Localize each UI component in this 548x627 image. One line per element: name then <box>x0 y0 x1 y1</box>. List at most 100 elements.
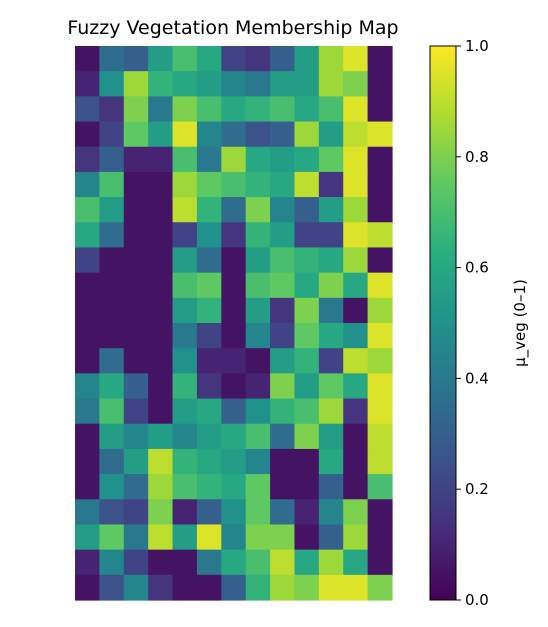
heatmap-cell <box>343 197 369 223</box>
heatmap-cell <box>123 323 149 349</box>
heatmap-cell <box>196 323 222 349</box>
heatmap-cell <box>318 474 344 500</box>
heatmap-cell <box>99 448 125 475</box>
heatmap-cell <box>294 222 320 249</box>
heatmap-cell <box>343 348 369 374</box>
heatmap-cell <box>245 197 271 223</box>
heatmap-cell <box>245 398 271 425</box>
heatmap-cell <box>148 348 174 374</box>
heatmap-cell <box>99 474 125 500</box>
heatmap-cell <box>270 474 296 500</box>
heatmap-cell <box>221 171 247 198</box>
heatmap-cell <box>294 247 320 274</box>
heatmap-cell <box>196 474 222 500</box>
heatmap-cell <box>294 197 320 223</box>
heatmap-cell <box>318 549 344 576</box>
heatmap-cell <box>294 549 320 576</box>
heatmap-cell <box>75 46 100 72</box>
heatmap-cell <box>245 297 271 324</box>
heatmap-cell <box>318 348 344 374</box>
heatmap-cell <box>270 222 296 249</box>
heatmap-cell <box>148 499 174 526</box>
heatmap-cell <box>367 499 393 526</box>
heatmap-cell <box>99 524 125 551</box>
heatmap-cell <box>75 272 100 299</box>
colorbar-tick-label: 0.8 <box>465 148 489 166</box>
colorbar-tick-label: 0.6 <box>465 259 489 277</box>
heatmap-cell <box>221 549 247 576</box>
heatmap-cell <box>172 71 198 97</box>
heatmap-cell <box>99 323 125 349</box>
heatmap-cell <box>75 96 100 123</box>
heatmap-cell <box>245 96 271 123</box>
heatmap-cell <box>172 222 198 249</box>
heatmap-cell <box>148 272 174 299</box>
heatmap-cell <box>245 448 271 475</box>
heatmap-cell <box>196 96 222 123</box>
heatmap-cell <box>148 323 174 349</box>
heatmap-cell <box>343 398 369 425</box>
heatmap-cell <box>318 46 344 72</box>
heatmap-cell <box>221 474 247 500</box>
heatmap-cell <box>343 323 369 349</box>
heatmap-cell <box>99 549 125 576</box>
heatmap-cell <box>270 549 296 576</box>
heatmap-cell <box>75 398 100 425</box>
heatmap-cell <box>318 121 344 148</box>
heatmap-cell <box>172 474 198 500</box>
heatmap-cell <box>294 171 320 198</box>
heatmap-cell <box>123 348 149 374</box>
heatmap-cell <box>172 121 198 148</box>
heatmap-cell <box>148 423 174 450</box>
heatmap-cell <box>221 373 247 400</box>
heatmap-cell <box>270 524 296 551</box>
heatmap-cell <box>221 96 247 123</box>
heatmap-cell <box>367 171 393 198</box>
heatmap-cell <box>196 423 222 450</box>
colorbar-tick-label: 0.2 <box>465 480 489 498</box>
heatmap-cell <box>367 272 393 299</box>
heatmap-cell <box>367 373 393 400</box>
heatmap-cell <box>75 197 100 223</box>
heatmap-cell <box>294 121 320 148</box>
heatmap-cell <box>294 524 320 551</box>
heatmap-cell <box>221 398 247 425</box>
heatmap-cell <box>99 121 125 148</box>
heatmap-cell <box>367 423 393 450</box>
heatmap-cell <box>75 323 100 349</box>
heatmap-cell <box>245 71 271 97</box>
heatmap-cell <box>221 297 247 324</box>
heatmap-cell <box>123 247 149 274</box>
heatmap-cell <box>343 549 369 576</box>
heatmap-cell <box>318 297 344 324</box>
heatmap-cell <box>99 96 125 123</box>
heatmap-cell <box>148 373 174 400</box>
heatmap-cell <box>367 448 393 475</box>
heatmap-cell <box>367 574 393 601</box>
heatmap-cell <box>318 499 344 526</box>
heatmap-cell <box>148 71 174 97</box>
heatmap-cell <box>245 474 271 500</box>
heatmap-cell <box>196 146 222 173</box>
heatmap-cell <box>99 423 125 450</box>
heatmap-cell <box>123 499 149 526</box>
heatmap-cell <box>75 373 100 400</box>
heatmap-cell <box>75 247 100 274</box>
colorbar-tick-label: 1.0 <box>465 37 489 55</box>
heatmap-cell <box>294 323 320 349</box>
heatmap-cell <box>343 499 369 526</box>
heatmap-cell <box>75 297 100 324</box>
heatmap-cell <box>123 121 149 148</box>
heatmap-cell <box>196 398 222 425</box>
heatmap-cell <box>294 146 320 173</box>
heatmap-cell <box>318 448 344 475</box>
heatmap-cell <box>221 46 247 72</box>
heatmap-cell <box>75 423 100 450</box>
heatmap-cell <box>318 423 344 450</box>
heatmap-cell <box>294 423 320 450</box>
heatmap-cell <box>367 197 393 223</box>
heatmap-cell <box>221 197 247 223</box>
heatmap-cell <box>99 247 125 274</box>
heatmap-cell <box>343 96 369 123</box>
